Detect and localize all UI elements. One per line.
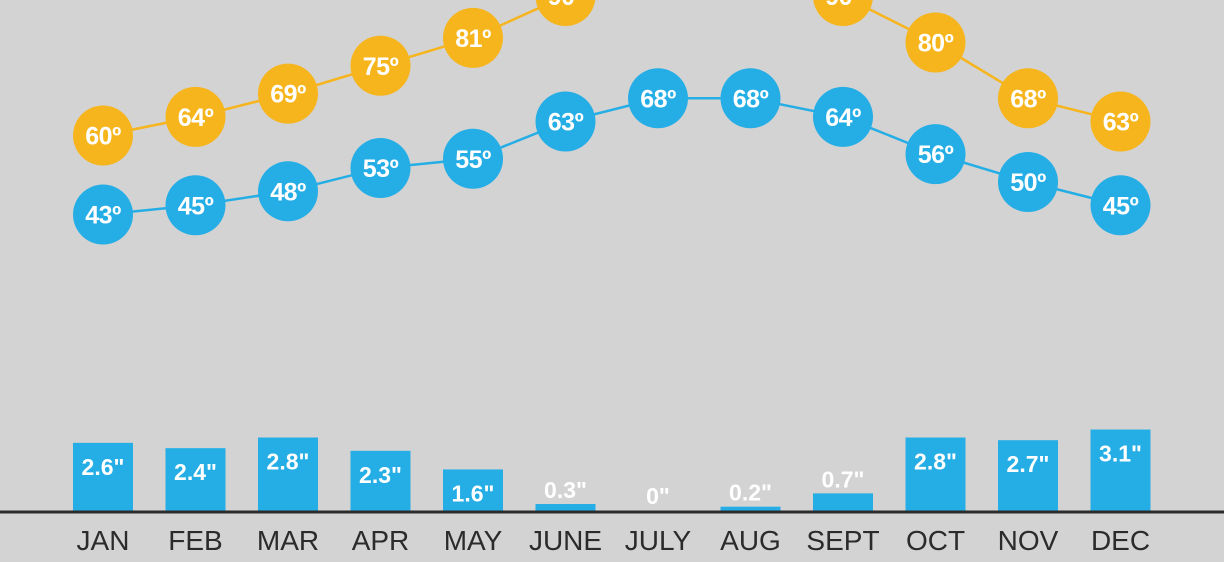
precip-bar-aug bbox=[720, 506, 781, 512]
precip-label-nov: 2.7" bbox=[1007, 451, 1050, 477]
temperature-label-1-nov: 50º bbox=[1010, 169, 1046, 197]
temperature-point-1-july bbox=[628, 68, 688, 129]
temperature-label-1-july: 68º bbox=[640, 85, 676, 113]
precip-bar-may bbox=[443, 469, 503, 512]
month-label-aug: AUG bbox=[720, 525, 781, 556]
temperature-label-0-sept: 90º bbox=[825, 0, 861, 11]
temperature-label-1-sept: 64º bbox=[825, 104, 861, 132]
temperature-point-1-oct bbox=[905, 124, 966, 185]
precip-bar-feb bbox=[165, 448, 226, 512]
temperature-label-1-mar: 48º bbox=[270, 178, 306, 206]
temperature-point-1-jan bbox=[73, 184, 133, 245]
month-label-oct: OCT bbox=[906, 525, 965, 556]
precip-label-july: 0" bbox=[646, 483, 670, 509]
month-labels: JAN FEB MAR APR MAY JUNE JULY AUG SEPT OCT NOV DEC bbox=[77, 525, 1151, 556]
precip-label-may: 1.6" bbox=[452, 480, 495, 506]
precip-label-oct: 2.8" bbox=[914, 449, 957, 475]
month-label-nov: NOV bbox=[998, 525, 1059, 556]
month-label-sept: SEPT bbox=[806, 525, 879, 556]
month-label-mar: MAR bbox=[257, 525, 319, 556]
temperature-point-1-sept bbox=[813, 86, 873, 147]
temperature-label-1-apr: 53º bbox=[363, 155, 399, 183]
temperature-point-0-feb bbox=[165, 86, 226, 147]
temperature-label-1-aug: 68º bbox=[733, 85, 769, 113]
temperature-point-1-june bbox=[535, 91, 596, 152]
temperature-points: 60º64º69º75º81º90º97º97º90º80º68º63º43º4… bbox=[73, 0, 1151, 245]
temperature-label-1-may: 55º bbox=[455, 146, 491, 174]
temperature-label-0-dec: 63º bbox=[1103, 109, 1139, 137]
precip-label-feb: 2.4" bbox=[174, 459, 217, 485]
precip-label-jan: 2.6" bbox=[82, 454, 125, 480]
temperature-point-0-apr bbox=[350, 35, 411, 96]
precip-bar-june bbox=[535, 504, 596, 512]
month-label-apr: APR bbox=[352, 525, 410, 556]
precip-bar-apr bbox=[350, 450, 411, 512]
temperature-label-1-dec: 45º bbox=[1103, 192, 1139, 220]
precip-bar-nov bbox=[998, 440, 1058, 512]
temperature-point-0-june bbox=[535, 0, 596, 26]
temperature-point-1-mar bbox=[258, 161, 318, 222]
month-label-july: JULY bbox=[625, 525, 692, 556]
precip-bar-oct bbox=[905, 437, 966, 512]
precip-bar-jan bbox=[73, 442, 133, 512]
temperature-point-1-dec bbox=[1090, 175, 1151, 236]
temperature-label-0-mar: 69º bbox=[270, 81, 306, 109]
precip-label-mar: 2.8" bbox=[267, 449, 310, 475]
temperature-point-0-may bbox=[443, 7, 503, 68]
temperature-label-0-feb: 64º bbox=[178, 104, 214, 132]
temperature-point-1-may bbox=[443, 128, 503, 189]
month-label-may: MAY bbox=[444, 525, 503, 556]
month-label-feb: FEB bbox=[168, 525, 222, 556]
temperature-point-0-sept bbox=[813, 0, 873, 26]
temperature-point-0-oct bbox=[905, 12, 966, 73]
precip-label-aug: 0.2" bbox=[729, 480, 772, 506]
temperature-label-1-june: 63º bbox=[548, 109, 584, 137]
month-label-june: JUNE bbox=[529, 525, 602, 556]
temperature-point-1-nov bbox=[998, 152, 1058, 212]
temperature-label-1-feb: 45º bbox=[178, 192, 214, 220]
precip-label-sept: 0.7" bbox=[822, 466, 865, 492]
precip-label-apr: 2.3" bbox=[359, 462, 402, 488]
temperature-label-0-june: 90º bbox=[548, 0, 584, 11]
precipitation-bars: 2.6" 2.4" 2.8" 2.3" 1.6" 0.3" 0" 0.2" 0.7" 2.8" 2.… bbox=[73, 429, 1151, 512]
temperature-label-1-jan: 43º bbox=[85, 202, 121, 230]
temperature-label-0-jan: 60º bbox=[85, 123, 121, 151]
month-label-dec: DEC bbox=[1091, 525, 1150, 556]
precip-label-dec: 3.1" bbox=[1099, 441, 1142, 467]
precip-label-june: 0.3" bbox=[544, 477, 587, 503]
temperature-label-0-may: 81º bbox=[455, 25, 491, 53]
precip-bar-sept bbox=[813, 493, 873, 512]
temperature-point-0-nov bbox=[998, 68, 1058, 129]
precip-bar-mar bbox=[258, 437, 318, 512]
temperature-label-0-oct: 80º bbox=[918, 30, 954, 58]
precip-bar-dec bbox=[1090, 429, 1151, 512]
temperature-point-1-feb bbox=[165, 175, 226, 236]
temperature-label-1-oct: 56º bbox=[918, 141, 954, 169]
month-label-jan: JAN bbox=[77, 525, 130, 556]
temperature-point-0-dec bbox=[1090, 91, 1151, 152]
temperature-point-0-mar bbox=[258, 63, 318, 124]
temperature-label-0-apr: 75º bbox=[363, 53, 399, 81]
temperature-point-1-apr bbox=[350, 138, 411, 199]
temperature-point-1-aug bbox=[720, 68, 781, 129]
temperature-point-0-jan bbox=[73, 105, 133, 166]
temperature-label-0-nov: 68º bbox=[1010, 85, 1046, 113]
